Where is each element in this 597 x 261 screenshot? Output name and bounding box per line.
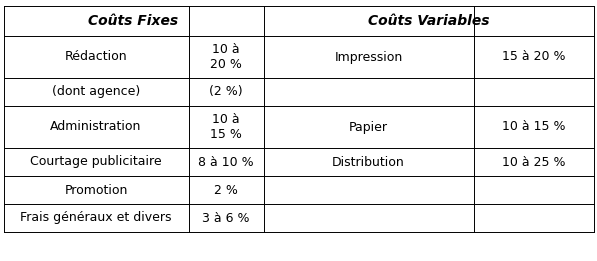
Text: 10 à
20 %: 10 à 20 % (210, 43, 242, 71)
Text: Administration: Administration (50, 121, 141, 133)
Text: (2 %): (2 %) (209, 86, 243, 98)
Text: Coûts Variables: Coûts Variables (368, 14, 490, 28)
Text: 8 à 10 %: 8 à 10 % (198, 156, 254, 169)
Text: 10 à
15 %: 10 à 15 % (210, 113, 242, 141)
Text: 10 à 25 %: 10 à 25 % (501, 156, 565, 169)
Text: Courtage publicitaire: Courtage publicitaire (30, 156, 162, 169)
Text: 2 %: 2 % (214, 183, 238, 197)
Text: 15 à 20 %: 15 à 20 % (501, 50, 565, 63)
Text: Frais généraux et divers: Frais généraux et divers (20, 211, 172, 224)
Text: Rédaction: Rédaction (64, 50, 127, 63)
Text: Promotion: Promotion (64, 183, 128, 197)
Text: 10 à 15 %: 10 à 15 % (501, 121, 565, 133)
Text: Distribution: Distribution (332, 156, 405, 169)
Text: 3 à 6 %: 3 à 6 % (202, 211, 250, 224)
Text: (dont agence): (dont agence) (52, 86, 140, 98)
Text: Impression: Impression (334, 50, 402, 63)
Text: Coûts Fixes: Coûts Fixes (88, 14, 179, 28)
Text: Papier: Papier (349, 121, 388, 133)
